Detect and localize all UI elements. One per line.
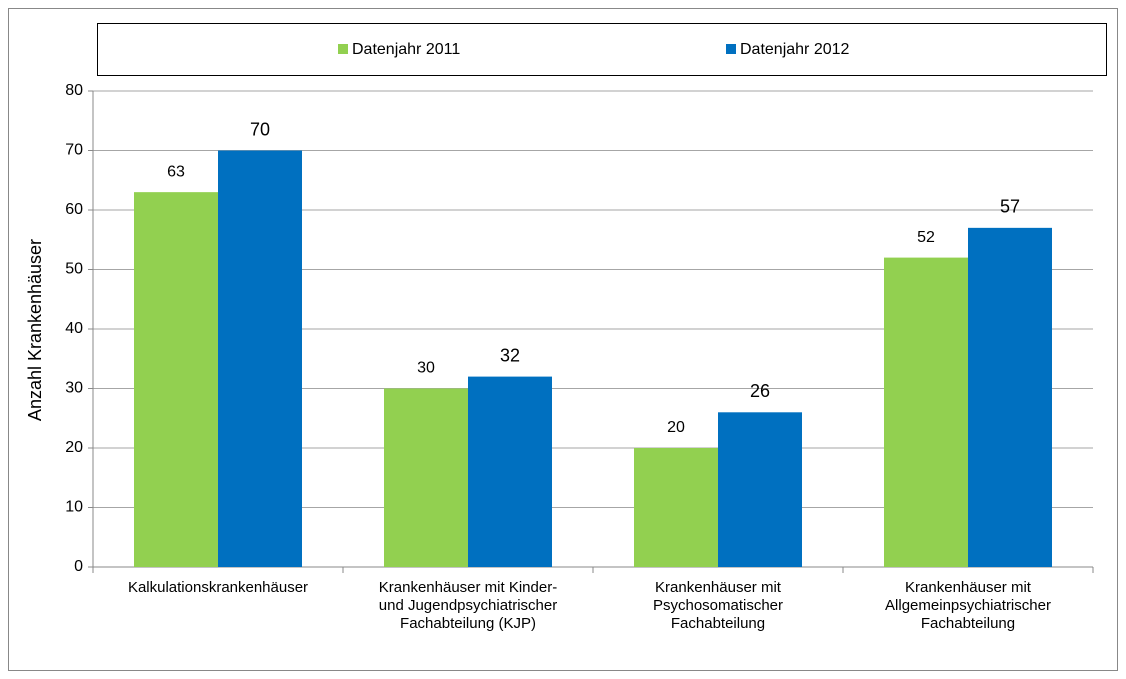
bar bbox=[634, 448, 718, 567]
y-tick-label: 60 bbox=[65, 201, 83, 218]
legend-swatch bbox=[726, 44, 736, 54]
bar bbox=[968, 227, 1052, 567]
y-tick-label: 30 bbox=[65, 380, 83, 397]
data-label: 32 bbox=[500, 345, 520, 365]
x-tick-label: Krankenhäuser mit Allgemeinpsychiatrisch… bbox=[885, 579, 1051, 632]
data-label: 20 bbox=[667, 419, 685, 436]
bar bbox=[218, 150, 302, 567]
data-label: 26 bbox=[750, 381, 770, 401]
x-tick-label: Krankenhäuser mit Psychosomatischer Fach… bbox=[652, 579, 784, 632]
y-tick-label: 0 bbox=[74, 558, 83, 575]
y-tick-label: 20 bbox=[65, 439, 83, 456]
x-tick-label: Krankenhäuser mit Kinder- und Jugendpsyc… bbox=[378, 579, 558, 632]
legend-box bbox=[97, 23, 1107, 76]
data-label: 63 bbox=[167, 163, 185, 180]
bar bbox=[384, 388, 468, 567]
x-tick-label: Kalkulationskrankenhäuser bbox=[127, 579, 309, 596]
legend-label: Datenjahr 2012 bbox=[740, 41, 850, 58]
bar bbox=[468, 376, 552, 567]
y-tick-label: 70 bbox=[65, 142, 83, 159]
bar bbox=[718, 412, 802, 567]
bar bbox=[134, 192, 218, 567]
data-label: 30 bbox=[417, 360, 435, 377]
y-tick-label: 80 bbox=[65, 82, 83, 99]
data-label: 52 bbox=[917, 229, 935, 246]
data-label: 57 bbox=[1000, 197, 1020, 217]
legend-swatch bbox=[338, 44, 348, 54]
data-label: 70 bbox=[250, 119, 270, 139]
bar bbox=[884, 257, 968, 567]
y-tick-label: 10 bbox=[65, 499, 83, 516]
y-tick-label: 40 bbox=[65, 320, 83, 337]
legend-label: Datenjahr 2011 bbox=[352, 41, 460, 58]
y-tick-label: 50 bbox=[65, 261, 83, 278]
y-axis-label: Anzahl Krankenhäuser bbox=[25, 239, 45, 421]
